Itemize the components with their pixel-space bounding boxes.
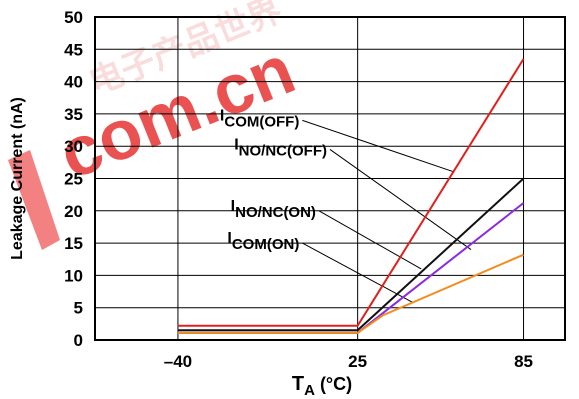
- y-tick-label: 30: [64, 137, 83, 156]
- x-axis-label-main: T: [292, 373, 304, 395]
- series-lines: [177, 58, 525, 334]
- y-tick-label: 10: [64, 266, 83, 285]
- y-axis-label: Leakage Current (nA): [9, 97, 26, 260]
- leader-line: [329, 149, 472, 250]
- x-tick-label: –40: [164, 352, 192, 371]
- y-tick-label: 50: [64, 8, 83, 27]
- y-tick-label: 25: [64, 170, 83, 189]
- watermark-swoosh: [8, 150, 60, 250]
- series-label-sub: NO/NC(ON): [235, 204, 316, 221]
- series-label-sub: COM(OFF): [224, 113, 299, 130]
- series-line: [177, 253, 524, 334]
- y-tick-label: 35: [64, 105, 83, 124]
- series-labels: ICOM(OFF)INO/NC(OFF)INO/NC(ON)ICOM(ON): [220, 107, 327, 253]
- y-tick-label: 45: [64, 40, 83, 59]
- grid: [95, 17, 565, 340]
- series-line: [177, 177, 525, 332]
- series-label-main: I: [234, 136, 238, 153]
- y-tick-label: 5: [74, 299, 83, 318]
- series-label-sub: COM(ON): [232, 236, 300, 253]
- series-label-main: I: [220, 107, 224, 124]
- series-label-main: I: [231, 198, 235, 215]
- x-axis-label-sub: A: [304, 382, 315, 399]
- y-tick-label: 0: [74, 331, 83, 350]
- leader-line: [302, 119, 455, 173]
- series-label-main: I: [227, 230, 231, 247]
- x-axis-label: TA (°C): [292, 373, 352, 399]
- series-label-sub: NO/NC(OFF): [239, 142, 327, 159]
- leader-line: [302, 242, 414, 303]
- y-tick-label: 15: [64, 234, 83, 253]
- series-line: [177, 202, 525, 334]
- series-label: ICOM(ON): [227, 230, 299, 253]
- leader-lines: [302, 119, 472, 303]
- series-line: [177, 58, 525, 327]
- y-tick-label: 20: [64, 202, 83, 221]
- y-tick-label: 40: [64, 73, 83, 92]
- series-label: INO/NC(OFF): [234, 136, 327, 159]
- plot-frame: [94, 16, 566, 341]
- x-axis-label-unit: (°C): [315, 374, 352, 394]
- leader-line: [318, 210, 422, 270]
- ticks: 0 5 10 15 20 25 30 35 40 45 50 –40 25 85: [64, 8, 533, 371]
- series-label: ICOM(OFF): [220, 107, 299, 130]
- series-label: INO/NC(ON): [231, 198, 316, 221]
- x-tick-label: 85: [514, 352, 533, 371]
- x-tick-label: 25: [348, 352, 367, 371]
